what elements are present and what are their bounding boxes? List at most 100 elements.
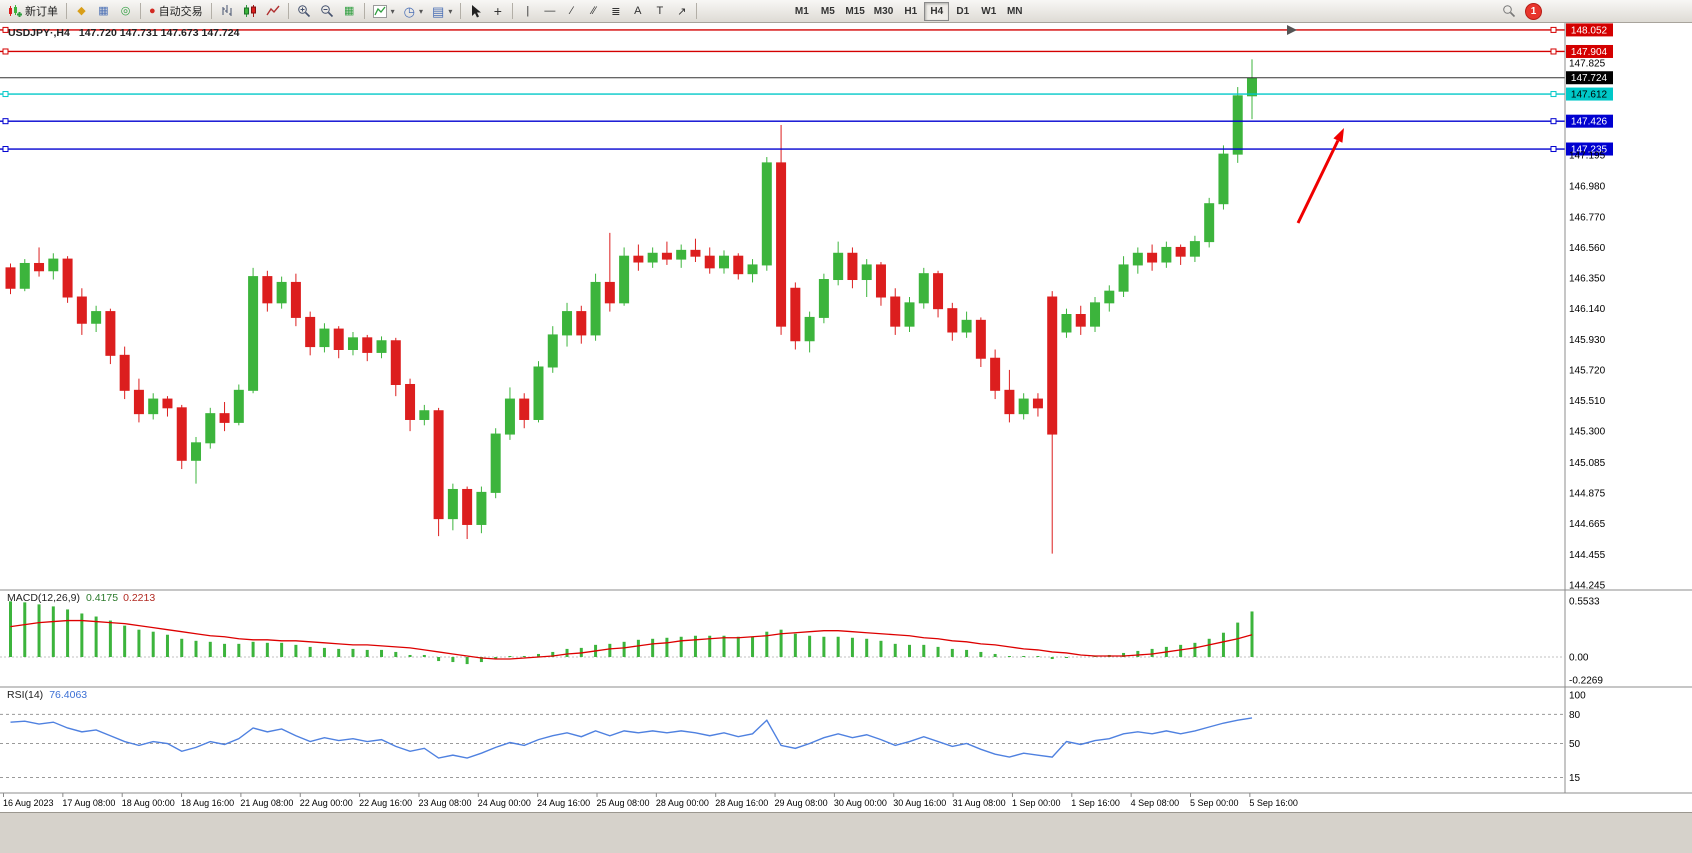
line-handle[interactable] [1550, 118, 1557, 125]
tile-windows-button[interactable]: ▦ [339, 2, 360, 21]
candle [376, 336, 387, 359]
auto-trading-button[interactable]: ● 自动交易 [145, 2, 207, 21]
candle [647, 247, 658, 268]
arrow-tool-button[interactable]: ↗ [671, 2, 692, 21]
line-handle[interactable] [2, 118, 9, 125]
price-axis-label: 145.720 [1569, 365, 1606, 376]
chart-shift-marker [1287, 25, 1297, 35]
trendline-tool-button[interactable]: ∕ [561, 2, 582, 21]
label-tool-button[interactable]: T [649, 2, 670, 21]
price-axis-label: 147.195 [1569, 150, 1606, 161]
text-tool-icon: A [634, 5, 642, 17]
cursor-button[interactable] [465, 2, 486, 21]
search-button[interactable] [1498, 2, 1520, 21]
candle [462, 486, 473, 540]
time-axis-label: 31 Aug 08:00 [953, 798, 1006, 808]
navigator-icon: ◎ [120, 4, 131, 17]
text-tool-button[interactable]: A [627, 2, 648, 21]
candle [519, 393, 530, 429]
horizontal-line-147.426[interactable]: 147.426 [0, 114, 1613, 128]
bar-chart-button[interactable] [216, 2, 238, 21]
candle [347, 332, 358, 356]
line-handle[interactable] [2, 26, 9, 33]
templates-button[interactable]: ▤ ▾ [428, 2, 456, 21]
timeframe-m1-button[interactable]: M1 [789, 2, 814, 21]
candle [48, 253, 59, 280]
candle [1232, 87, 1243, 163]
line-handle[interactable] [1550, 91, 1557, 98]
line-handle[interactable] [2, 91, 9, 98]
toolbar-separator [696, 3, 698, 19]
time-axis-label: 18 Aug 16:00 [181, 798, 234, 808]
timeframe-mn-button[interactable]: MN [1002, 2, 1027, 21]
candle [1032, 393, 1043, 417]
horizontal-line-148.052[interactable]: 148.052 [0, 23, 1613, 37]
timeframe-w1-button[interactable]: W1 [976, 2, 1001, 21]
auto-trading-icon: ● [149, 4, 156, 17]
candle [961, 311, 972, 338]
navigator-button[interactable]: ◎ [115, 2, 136, 21]
zoom-out-button[interactable] [316, 2, 338, 21]
line-handle[interactable] [2, 48, 9, 55]
candle [847, 247, 858, 289]
candle [1161, 241, 1172, 268]
data-window-button[interactable]: ▦ [93, 2, 114, 21]
candle [1175, 244, 1186, 265]
rsi-value: 76.4063 [49, 689, 88, 701]
line-handle[interactable] [2, 146, 9, 153]
notification-badge[interactable]: 1 [1525, 2, 1542, 20]
time-axis-label: 16 Aug 2023 [3, 798, 54, 808]
candle [790, 282, 801, 350]
timeframe-m30-button[interactable]: M30 [870, 2, 897, 21]
candle [34, 247, 45, 277]
timeframe-h1-button[interactable]: H1 [898, 2, 923, 21]
arrow-annotation[interactable] [1296, 128, 1344, 224]
horizontal-line-147.612[interactable]: 147.612 [0, 87, 1613, 101]
symbol-title: USDJPY·,H4 [8, 27, 70, 39]
toolbar-separator [287, 3, 289, 19]
line-handle[interactable] [1550, 146, 1557, 153]
line-handle[interactable] [1550, 48, 1557, 55]
timeframe-h4-button[interactable]: H4 [924, 1, 950, 21]
horizontal-line-tool-button[interactable]: — [539, 2, 560, 21]
price-axis-label: 146.350 [1569, 274, 1606, 285]
time-axis-label: 22 Aug 16:00 [359, 798, 412, 808]
candle [333, 326, 344, 359]
candle [490, 428, 501, 499]
fibonacci-tool-button[interactable]: ≣ [605, 2, 626, 21]
time-axis-label: 29 Aug 08:00 [775, 798, 828, 808]
time-axis-label: 25 Aug 08:00 [597, 798, 650, 808]
timeframe-m5-button[interactable]: M5 [815, 2, 840, 21]
time-axis-label: 24 Aug 16:00 [537, 798, 590, 808]
toolbar-separator [512, 3, 514, 19]
time-axis-label: 4 Sep 08:00 [1131, 798, 1180, 808]
line-handle[interactable] [1550, 26, 1557, 33]
candle [19, 259, 30, 292]
indicators-button[interactable]: ▾ [369, 2, 399, 21]
toolbar-separator [210, 3, 212, 19]
macd-main-value: 0.4175 [85, 592, 119, 604]
candle [390, 337, 401, 397]
timeframe-m15-button[interactable]: M15 [841, 2, 868, 21]
candle [76, 288, 87, 335]
time-axis-label: 18 Aug 00:00 [122, 798, 175, 808]
zoom-in-button[interactable] [293, 2, 315, 21]
candle [1075, 305, 1086, 335]
crosshair-button[interactable]: + [487, 2, 508, 21]
time-axis-label: 23 Aug 08:00 [418, 798, 471, 808]
new-order-button[interactable]: 新订单 [4, 2, 62, 21]
vertical-line-tool-button[interactable]: | [517, 2, 538, 21]
price-axis-label: 145.930 [1569, 335, 1606, 346]
candlestick-chart-button[interactable] [239, 2, 261, 21]
periods-button[interactable]: ◷ ▾ [400, 2, 427, 21]
line-chart-button[interactable] [262, 2, 284, 21]
timeframe-d1-button[interactable]: D1 [950, 2, 975, 21]
rsi-axis-label: 100 [1569, 691, 1586, 702]
price-axis-label: 146.560 [1569, 243, 1606, 254]
market-watch-button[interactable]: ◆ [71, 2, 92, 21]
horizontal-line-147.235[interactable]: 147.235 [0, 142, 1613, 156]
horizontal-line-147.904[interactable]: 147.904 [0, 44, 1613, 58]
drawing-tools-group: | — ∕ ∕∕ ≣ A T ↗ [517, 2, 692, 21]
candle [133, 378, 144, 423]
channel-tool-button[interactable]: ∕∕ [583, 2, 604, 21]
